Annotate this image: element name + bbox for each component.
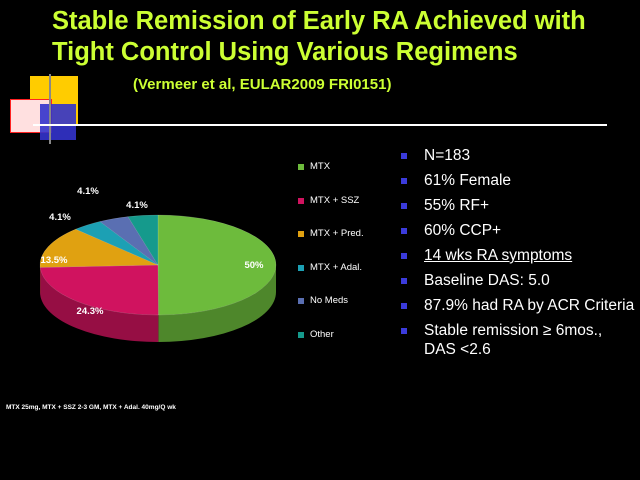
legend-swatch-3	[298, 264, 304, 271]
title-line-2: Tight Control Using Various Regimens	[52, 38, 518, 66]
footnote: MTX 25mg, MTX + SSZ 2-3 GM, MTX + Adal. …	[6, 404, 176, 411]
pie-slice-1	[39, 264, 159, 316]
pie-slice-side-1	[40, 267, 159, 342]
legend-swatch-1	[298, 197, 304, 204]
pie-chart: 50% 24.3% 13.5% 4.1% 4.1% 4.1%	[39, 186, 277, 342]
bullet-text: 87.9% had RA by ACR Criteria	[424, 297, 635, 314]
bullet-text: 14 wks RA symptoms	[424, 247, 573, 264]
legend-swatch-4	[298, 298, 304, 304]
decor-square-blue	[40, 104, 76, 140]
pie-slice-side-0	[158, 265, 276, 342]
legend-label-5: Other	[310, 328, 334, 340]
pie-label-1: 24.3%	[77, 306, 104, 317]
legend-label-4: No Meds	[310, 295, 349, 306]
pie-label-5: 4.1%	[126, 200, 148, 211]
pie-label-2: 13.5%	[41, 255, 68, 266]
pie-slice-5	[127, 214, 159, 266]
legend-swatch-5	[298, 331, 304, 338]
bullet-item-0: N=183	[400, 146, 635, 165]
bullet-item-5: Baseline DAS: 5.0	[400, 271, 635, 290]
bullet-item-4: 14 wks RA symptoms	[400, 246, 635, 265]
legend-label-3: MTX + Adal.	[310, 261, 363, 273]
bullet-text: 60% CCP+	[424, 222, 502, 239]
legend-swatch-2	[298, 231, 304, 237]
pie-label-0: 50%	[244, 260, 264, 271]
pie-label-3: 4.1%	[49, 212, 71, 223]
pie-slice-2	[39, 228, 159, 268]
bullet-marker	[401, 228, 407, 234]
bullet-text: Stable remission ≥ 6mos., DAS <2.6	[424, 322, 603, 358]
slide-subtitle: (Vermeer et al, EULAR2009 FRI0151)	[133, 76, 392, 93]
pie-slice-0	[157, 214, 277, 316]
bullet-text: N=183	[424, 147, 471, 164]
bullet-text: Baseline DAS: 5.0	[424, 272, 550, 289]
bullet-marker	[401, 153, 407, 159]
title-divider	[33, 124, 607, 126]
bullet-marker	[401, 328, 407, 334]
pie-slice-4	[99, 216, 159, 266]
bullet-marker	[401, 178, 407, 184]
bullet-item-7: Stable remission ≥ 6mos., DAS <2.6	[400, 321, 635, 359]
bullet-text: 55% RF+	[424, 197, 490, 214]
bullet-marker	[401, 253, 407, 259]
pie-label-4: 4.1%	[77, 186, 99, 197]
legend-label-0: MTX	[310, 161, 331, 172]
legend-swatch-0	[298, 164, 304, 170]
legend-label-1: MTX + SSZ	[310, 194, 360, 206]
decor-line-vertical	[49, 74, 51, 144]
bullet-text: 61% Female	[424, 172, 512, 189]
bullet-marker	[401, 303, 407, 309]
bullet-marker	[401, 203, 407, 209]
pie-slice-3	[75, 221, 159, 266]
bullet-item-2: 55% RF+	[400, 196, 635, 215]
bullet-item-1: 61% Female	[400, 171, 635, 190]
bullet-marker	[401, 278, 407, 284]
legend-label-2: MTX + Pred.	[310, 228, 364, 239]
bullet-item-6: 87.9% had RA by ACR Criteria	[400, 296, 635, 315]
title-line-1: Stable Remission of Early RA Achieved wi…	[52, 7, 586, 35]
bullet-item-3: 60% CCP+	[400, 221, 635, 240]
bullet-list: N=183 61% Female 55% RF+ 60% CCP+ 14 wks RA …	[400, 146, 635, 365]
slide-title: Stable Remission of Early RA Achieved wi…	[52, 6, 632, 68]
